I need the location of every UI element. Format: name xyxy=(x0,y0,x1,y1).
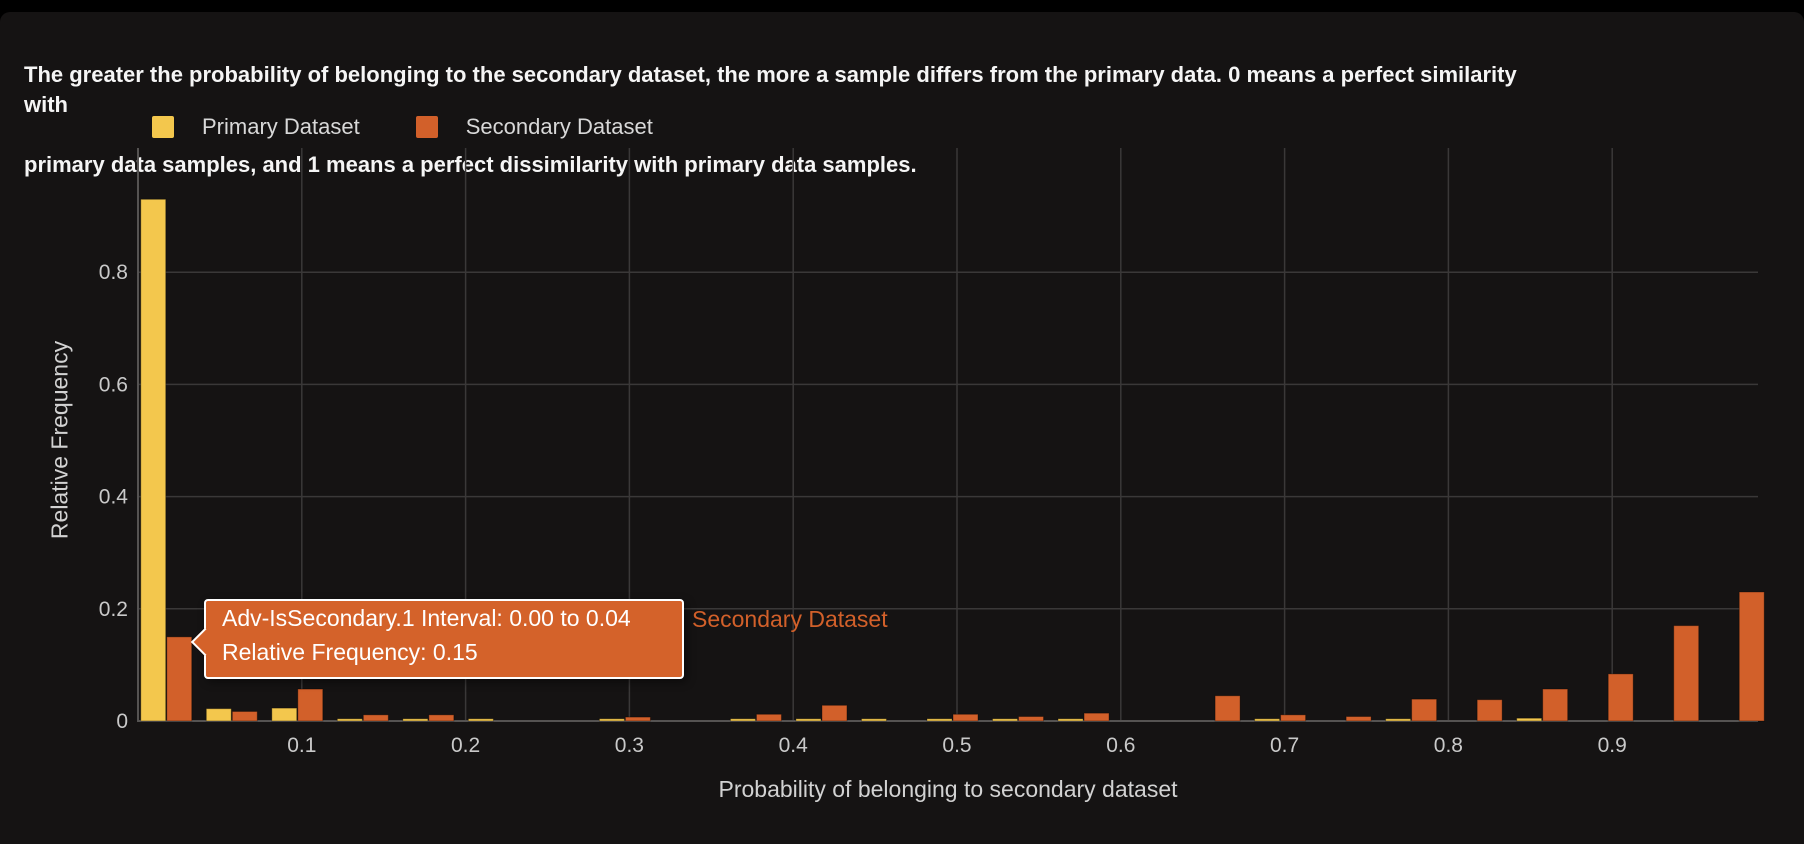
bar-primary-bin-13[interactable] xyxy=(992,718,1019,722)
bar-primary-bin-5[interactable] xyxy=(467,718,494,722)
bar-secondary-bin-18[interactable] xyxy=(1345,716,1372,722)
legend-item-secondary-dataset[interactable]: Secondary Dataset xyxy=(415,114,653,140)
bar-secondary-bin-12[interactable] xyxy=(952,713,979,722)
legend-item-primary-dataset[interactable]: Primary Dataset xyxy=(152,114,360,140)
bar-secondary-bin-4[interactable] xyxy=(428,714,455,722)
bar-secondary-bin-20[interactable] xyxy=(1476,699,1503,722)
bar-secondary-bin-13[interactable] xyxy=(1018,716,1045,722)
x-axis-title: Probability of belonging to secondary da… xyxy=(718,776,1178,802)
bar-secondary-bin-3[interactable] xyxy=(362,714,389,722)
bar-primary-bin-2[interactable] xyxy=(271,707,298,722)
bar-primary-bin-3[interactable] xyxy=(336,718,363,722)
bar-secondary-bin-16[interactable] xyxy=(1214,695,1241,722)
x-tick-label: 0.5 xyxy=(942,734,971,757)
y-tick-label: 0.2 xyxy=(99,598,128,621)
tooltip-interval-text: Adv-IsSecondary.1 Interval: 0.00 to 0.04 xyxy=(222,605,631,631)
bar-secondary-bin-23[interactable] xyxy=(1673,625,1700,722)
bar-secondary-bin-24[interactable] xyxy=(1738,591,1765,722)
tooltip-series-label: Secondary Dataset xyxy=(692,606,888,632)
x-tick-label: 0.4 xyxy=(779,734,809,757)
bar-secondary-bin-22[interactable] xyxy=(1607,673,1634,722)
bar-primary-bin-9[interactable] xyxy=(729,718,756,722)
y-tick-label: 0 xyxy=(116,710,128,733)
bar-secondary-bin-10[interactable] xyxy=(821,704,848,722)
bar-primary-bin-21[interactable] xyxy=(1516,717,1543,722)
x-tick-label: 0.8 xyxy=(1434,734,1463,757)
bar-secondary-bin-21[interactable] xyxy=(1542,688,1569,722)
bar-secondary-bin-19[interactable] xyxy=(1411,698,1438,722)
y-tick-label: 0.4 xyxy=(99,486,129,509)
bar-secondary-bin-9[interactable] xyxy=(755,713,782,722)
y-axis-title: Relative Frequency xyxy=(46,340,73,540)
x-tick-label: 0.2 xyxy=(451,734,480,757)
bar-primary-bin-7[interactable] xyxy=(598,718,625,722)
bar-primary-bin-0[interactable] xyxy=(140,198,167,722)
x-tick-label: 0.7 xyxy=(1270,734,1299,757)
tooltip-frequency-text: Relative Frequency: 0.15 xyxy=(222,639,478,665)
bar-primary-bin-4[interactable] xyxy=(402,718,429,722)
hover-tooltip: Adv-IsSecondary.1 Interval: 0.00 to 0.04… xyxy=(190,599,684,679)
bar-primary-bin-19[interactable] xyxy=(1385,718,1412,722)
bar-secondary-bin-17[interactable] xyxy=(1280,714,1307,722)
y-tick-label: 0.6 xyxy=(99,373,128,396)
secondary-dataset-swatch xyxy=(415,116,438,138)
bar-secondary-bin-0[interactable] xyxy=(166,636,193,722)
x-tick-label: 0.3 xyxy=(615,734,644,757)
bar-primary-bin-17[interactable] xyxy=(1254,718,1281,722)
primary-dataset-swatch xyxy=(152,116,174,138)
bar-secondary-bin-1[interactable] xyxy=(231,710,258,722)
bar-primary-bin-1[interactable] xyxy=(205,708,232,722)
bar-secondary-bin-14[interactable] xyxy=(1083,712,1110,722)
bar-primary-bin-14[interactable] xyxy=(1057,718,1084,722)
bar-primary-bin-12[interactable] xyxy=(926,718,953,722)
legend-label-secondary: Secondary Dataset xyxy=(465,114,653,139)
bar-secondary-bin-2[interactable] xyxy=(297,688,324,722)
bar-secondary-bin-7[interactable] xyxy=(624,716,651,722)
x-tick-label: 0.9 xyxy=(1598,734,1627,757)
chart-legend: Primary Dataset Secondary Dataset xyxy=(152,113,653,141)
x-tick-label: 0.1 xyxy=(287,734,316,757)
description-line-1: The greater the probability of belonging… xyxy=(24,62,1517,117)
x-tick-label: 0.6 xyxy=(1106,734,1135,757)
bar-primary-bin-10[interactable] xyxy=(795,718,822,722)
y-tick-label: 0.8 xyxy=(99,261,128,284)
legend-label-primary: Primary Dataset xyxy=(202,114,360,139)
bar-primary-bin-11[interactable] xyxy=(860,718,887,722)
